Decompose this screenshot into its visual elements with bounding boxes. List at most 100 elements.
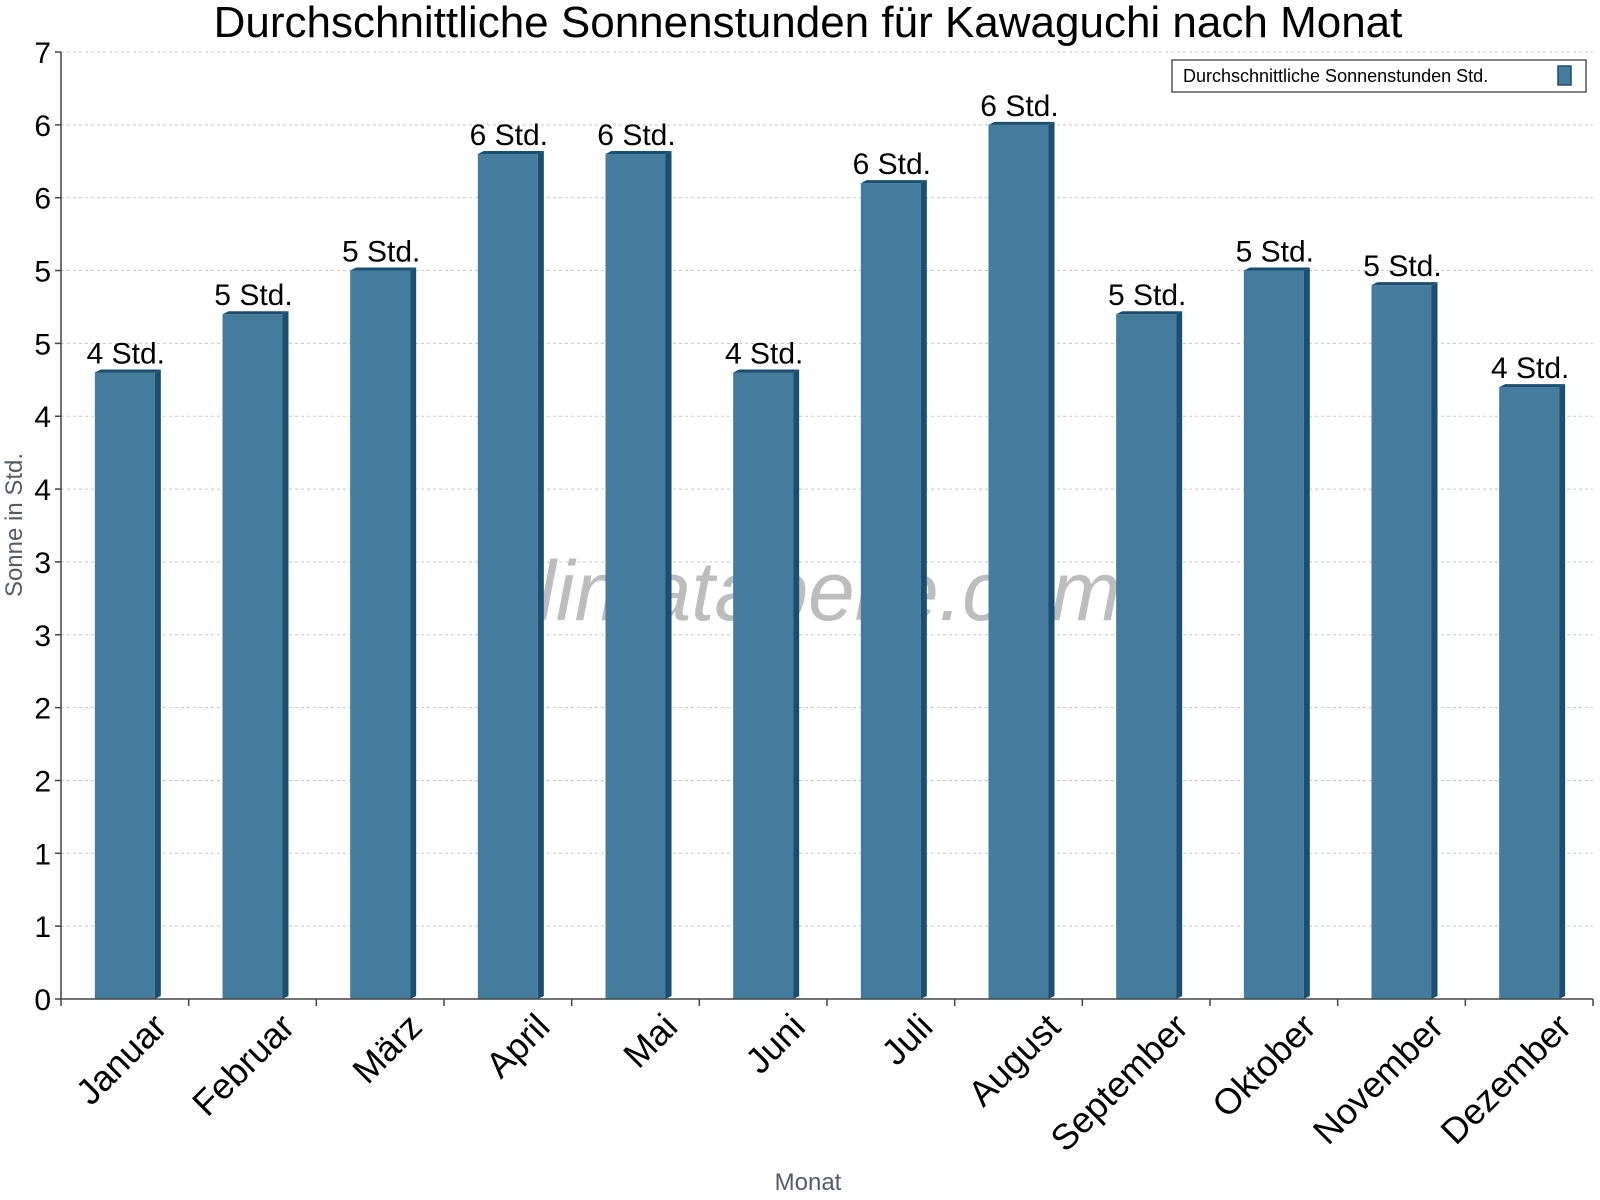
bar-front: [94, 372, 155, 999]
data-label: 6 Std.: [980, 90, 1058, 123]
bar-side: [1303, 267, 1310, 999]
bar-top: [733, 369, 800, 373]
bar-side: [1048, 121, 1055, 1000]
data-label: 4 Std.: [725, 338, 803, 371]
bar-front: [605, 153, 666, 999]
bar-top: [860, 180, 927, 184]
y-tick-label: 5: [34, 328, 51, 361]
y-tick-label: 5: [34, 256, 51, 289]
x-tick-label: Juli: [873, 1006, 940, 1073]
data-label: 4 Std.: [1491, 352, 1569, 385]
bar-side: [410, 267, 417, 999]
x-tick-label: Januar: [68, 1006, 175, 1113]
x-tick-label: Februar: [184, 1006, 302, 1124]
bar-front: [860, 183, 921, 1000]
bar-front: [1499, 387, 1560, 1000]
y-tick-label: 2: [34, 693, 51, 726]
bar-front: [733, 372, 794, 999]
data-label: 5 Std.: [214, 279, 292, 312]
y-tick-label: 6: [34, 110, 51, 143]
x-tick-label: März: [344, 1006, 430, 1092]
y-tick-label: 4: [34, 474, 51, 507]
x-tick-label: August: [960, 1006, 1068, 1114]
x-tick-label: September: [1042, 1006, 1196, 1160]
chart-title: Durchschnittliche Sonnenstunden für Kawa…: [214, 0, 1403, 47]
x-ticks: Januar Februar März April Mai Juni Juli AugustS…: [60, 999, 1594, 1160]
bar-top: [1243, 267, 1310, 271]
bar: [350, 267, 417, 999]
bar-top: [1116, 311, 1183, 315]
data-label: 6 Std.: [853, 148, 931, 181]
data-label: 6 Std.: [597, 119, 675, 152]
axes: [60, 52, 1593, 1000]
bar-top: [94, 369, 161, 373]
bar: [1116, 311, 1183, 999]
legend: Durchschnittliche Sonnenstunden Std.: [1171, 59, 1587, 93]
bars: [94, 121, 1566, 1000]
x-axis-label: Monat: [775, 1169, 842, 1196]
y-tick-label: 4: [34, 401, 51, 434]
bar-top: [988, 121, 1055, 125]
legend-box: [1171, 59, 1587, 93]
data-label: 6 Std.: [470, 119, 548, 152]
y-tick-label: 3: [34, 547, 51, 580]
bar-side: [282, 311, 289, 999]
bar-top: [350, 267, 417, 271]
bar-front: [350, 270, 411, 999]
bar-front: [222, 314, 283, 999]
bar-side: [154, 369, 161, 999]
y-axis-label: Sonne in Std.: [1, 453, 28, 597]
legend-swatch: [1557, 65, 1572, 86]
x-tick-label: November: [1305, 1006, 1451, 1152]
bar-side: [665, 150, 672, 999]
bar: [605, 150, 672, 999]
x-tick-label: Dezember: [1432, 1006, 1578, 1152]
y-tick-label: 1: [34, 911, 51, 944]
bar: [222, 311, 289, 999]
bar-front: [988, 124, 1049, 1000]
bar-front: [1243, 270, 1304, 999]
x-tick-label: Oktober: [1204, 1006, 1324, 1126]
bar-top: [605, 150, 672, 154]
bar-side: [1559, 384, 1566, 1000]
bar-front: [477, 153, 538, 999]
data-label: 4 Std.: [87, 338, 165, 371]
bar-top: [222, 311, 289, 315]
x-tick-label: Mai: [615, 1006, 685, 1076]
y-tick-label: 7: [34, 37, 51, 70]
bar-front: [1371, 285, 1432, 1000]
y-tick-label: 1: [34, 838, 51, 871]
bar: [860, 180, 927, 1000]
bar: [1371, 282, 1438, 1000]
bar: [1243, 267, 1310, 999]
bar-top: [1371, 282, 1438, 286]
grid-lines: [61, 51, 1593, 927]
bar-front: [1116, 314, 1177, 999]
data-label: 5 Std.: [1236, 236, 1314, 269]
bar: [1499, 384, 1566, 1000]
bar-side: [537, 150, 544, 999]
legend-label: Durchschnittliche Sonnenstunden Std.: [1183, 66, 1488, 86]
bar-side: [1176, 311, 1183, 999]
y-ticks: 0 1 1 2 2 3 3 4 4 5 5 6 6 7: [34, 37, 61, 1017]
data-label: 5 Std.: [1363, 250, 1441, 283]
bar: [733, 369, 800, 999]
bar-side: [1431, 282, 1438, 1000]
y-tick-label: 6: [34, 183, 51, 216]
bar-side: [920, 180, 927, 1000]
y-tick-label: 3: [34, 620, 51, 653]
y-tick-label: 0: [34, 984, 51, 1017]
bar-side: [793, 369, 800, 999]
bar: [94, 369, 161, 999]
data-label: 5 Std.: [1108, 279, 1186, 312]
data-label: 5 Std.: [342, 236, 420, 269]
y-tick-label: 2: [34, 765, 51, 798]
bar-top: [477, 150, 544, 154]
bar: [477, 150, 544, 999]
x-tick-label: April: [478, 1006, 558, 1086]
bar-top: [1499, 384, 1566, 388]
x-tick-label: Juni: [737, 1006, 813, 1082]
bar: [988, 121, 1055, 1000]
data-labels: 4 Std. 5 Std. 5 Std. 6 Std. 6 Std. 4 Std. 6 St…: [87, 90, 1570, 385]
